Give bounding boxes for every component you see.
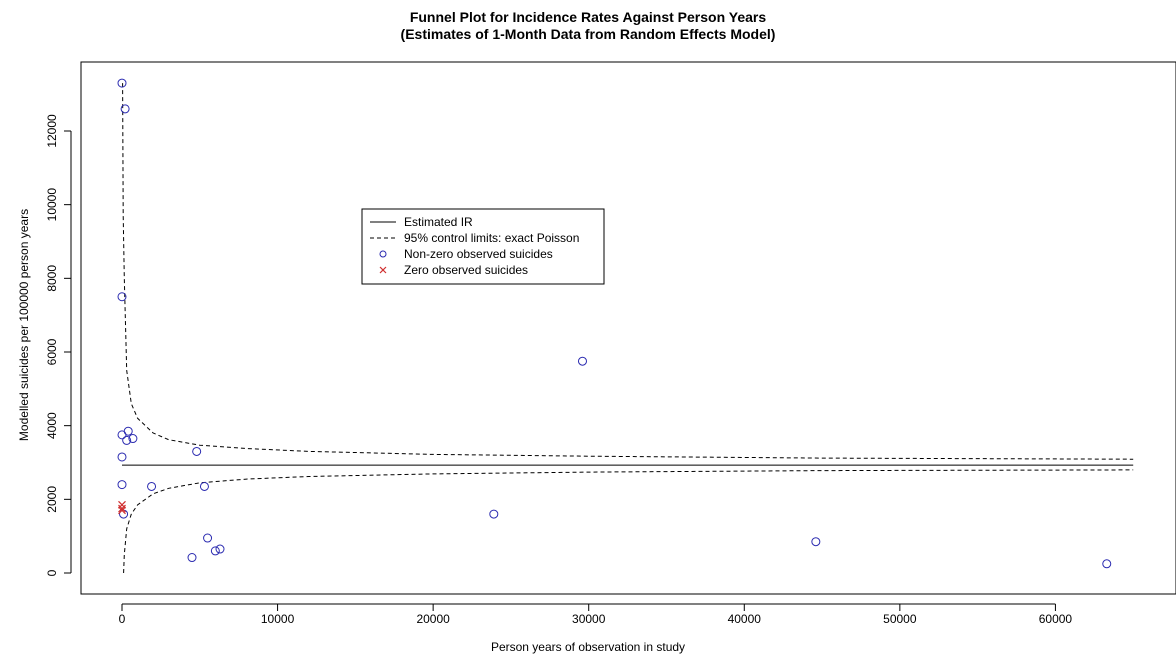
y-tick-label: 0 xyxy=(45,569,59,576)
x-tick-label: 10000 xyxy=(261,612,295,626)
legend-label: Zero observed suicides xyxy=(404,263,528,277)
y-tick-label: 10000 xyxy=(45,188,59,222)
nonzero-point xyxy=(120,104,130,114)
nonzero-point xyxy=(187,553,197,563)
nonzero-point xyxy=(577,356,587,366)
control-limit-curves xyxy=(122,83,1134,574)
nonzero-point xyxy=(210,546,220,556)
nonzero-point xyxy=(117,480,127,490)
lower-control-limit xyxy=(123,469,1134,574)
nonzero-point xyxy=(123,426,133,436)
y-tick-label: 6000 xyxy=(45,338,59,365)
nonzero-point xyxy=(203,533,213,543)
x-tick-label: 30000 xyxy=(572,612,606,626)
nonzero-point xyxy=(811,537,821,547)
x-tick-label: 40000 xyxy=(728,612,762,626)
zero-point xyxy=(118,506,126,515)
nonzero-point xyxy=(215,544,225,554)
y-tick-label: 4000 xyxy=(45,412,59,439)
data-points xyxy=(117,78,1112,569)
legend-label: 95% control limits: exact Poisson xyxy=(404,231,579,245)
x-tick-label: 20000 xyxy=(416,612,450,626)
y-tick-label: 2000 xyxy=(45,486,59,513)
y-tick-label: 8000 xyxy=(45,265,59,292)
x-tick-label: 0 xyxy=(119,612,126,626)
chart-subtitle: (Estimates of 1-Month Data from Random E… xyxy=(400,26,776,42)
axes: 0 10000 20000 30000 40000 50000 60000 0 2000 4000… xyxy=(45,114,1072,626)
upper-control-limit xyxy=(122,83,1134,460)
chart-title: Funnel Plot for Incidence Rates Against … xyxy=(409,9,767,25)
nonzero-point xyxy=(199,481,209,491)
legend-label: Estimated IR xyxy=(404,215,473,229)
legend-cross-icon xyxy=(379,266,387,274)
plot-frame xyxy=(80,61,1176,595)
nonzero-point xyxy=(117,452,127,462)
nonzero-point xyxy=(122,435,132,445)
nonzero-point xyxy=(1102,559,1112,569)
legend-circle-icon xyxy=(379,250,387,258)
nonzero-point xyxy=(117,78,127,88)
nonzero-point xyxy=(117,292,127,302)
zero-point xyxy=(118,500,126,509)
y-tick-label: 12000 xyxy=(45,114,59,148)
x-axis-label: Person years of observation in study xyxy=(490,640,686,654)
zero-point xyxy=(118,504,126,513)
nonzero-point xyxy=(128,434,138,444)
legend-box xyxy=(361,208,605,285)
nonzero-point xyxy=(489,509,499,519)
x-tick-label: 60000 xyxy=(1039,612,1073,626)
nonzero-point xyxy=(192,446,202,456)
x-tick-label: 50000 xyxy=(883,612,917,626)
nonzero-point xyxy=(147,481,157,491)
legend-label: Non-zero observed suicides xyxy=(404,247,553,261)
legend: Estimated IR 95% control limits: exact Po… xyxy=(361,208,605,285)
